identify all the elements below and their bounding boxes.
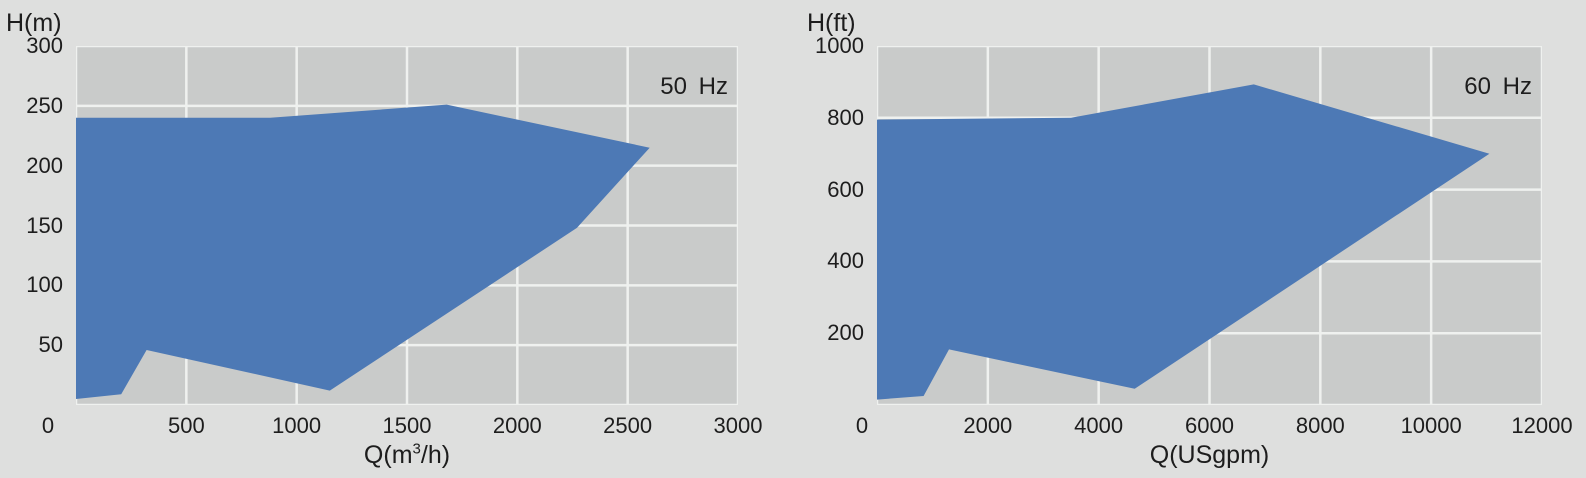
y-tick-label: 200 <box>26 152 63 178</box>
y-tick-label: 200 <box>827 320 864 346</box>
y-axis-title: H(m) <box>6 9 62 37</box>
y-tick-label: 50 <box>38 332 63 358</box>
y-tick-label: 600 <box>827 176 864 202</box>
y-tick-label: 400 <box>827 248 864 274</box>
x-axis-title: Q(m3/h) <box>76 441 738 470</box>
x-tick-label: 12000 <box>1511 413 1573 438</box>
x-axis-title-suffix: /h) <box>420 441 451 469</box>
frequency-label: 60 Hz <box>1464 73 1532 100</box>
plot-area-60hz <box>877 46 1542 405</box>
x-tick-label: 3000 <box>713 413 763 438</box>
x-tick-label: 10000 <box>1400 413 1462 438</box>
plot-area-50hz <box>76 46 738 405</box>
y-tick-label: 250 <box>26 92 63 118</box>
envelope-chart-50hz: H(m) 50 Hz Q(m3/h) 0 500 1000 1500 2000 2500… <box>6 9 762 469</box>
x-tick-label: 6000 <box>1185 413 1234 438</box>
x-tick-label: 8000 <box>1295 413 1345 438</box>
y-axis-title: H(ft) <box>807 9 856 37</box>
x-tick-label: 2000 <box>492 413 542 438</box>
x-axis-title-superscript: 3 <box>412 440 421 458</box>
x-tick-label: 500 <box>167 413 205 438</box>
x-axis-title: Q(USgpm) <box>877 441 1542 470</box>
x-tick-label: 4000 <box>1074 413 1124 438</box>
envelope-chart-60hz: H(ft) 60 Hz Q(USgpm) 0 2000 4000 6000 8000 1… <box>807 9 1573 469</box>
operating-envelope <box>76 104 650 399</box>
x-axis-title-text: Q(USgpm) <box>1149 441 1270 469</box>
x-tick-label: 1500 <box>382 413 432 438</box>
x-tick-label: 2500 <box>603 413 653 438</box>
x-tick-label: 2000 <box>963 413 1013 438</box>
operating-envelope <box>877 84 1490 400</box>
origin-tick-label: 0 <box>855 413 869 438</box>
y-tick-label: 800 <box>827 104 864 130</box>
frequency-label: 50 Hz <box>660 73 728 100</box>
y-tick-label: 100 <box>26 272 63 298</box>
y-tick-label: 150 <box>26 212 63 238</box>
origin-tick-label: 0 <box>41 413 55 438</box>
x-tick-label: 1000 <box>272 413 322 438</box>
x-axis-title-text: Q(m <box>363 441 413 469</box>
